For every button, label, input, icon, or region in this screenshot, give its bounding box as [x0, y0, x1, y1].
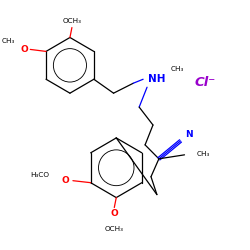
Text: CH₃: CH₃ [171, 66, 184, 72]
Text: CH₃: CH₃ [196, 151, 210, 157]
Text: N: N [185, 130, 192, 140]
Text: OCH₃: OCH₃ [62, 18, 82, 24]
Text: NH: NH [148, 74, 166, 84]
Text: H₃CO: H₃CO [30, 172, 49, 178]
Text: CH₃: CH₃ [2, 38, 15, 44]
Text: Cl⁻: Cl⁻ [194, 76, 216, 89]
Text: O: O [110, 209, 118, 218]
Text: O: O [61, 176, 69, 185]
Text: O: O [20, 45, 28, 54]
Text: OCH₃: OCH₃ [105, 226, 124, 232]
